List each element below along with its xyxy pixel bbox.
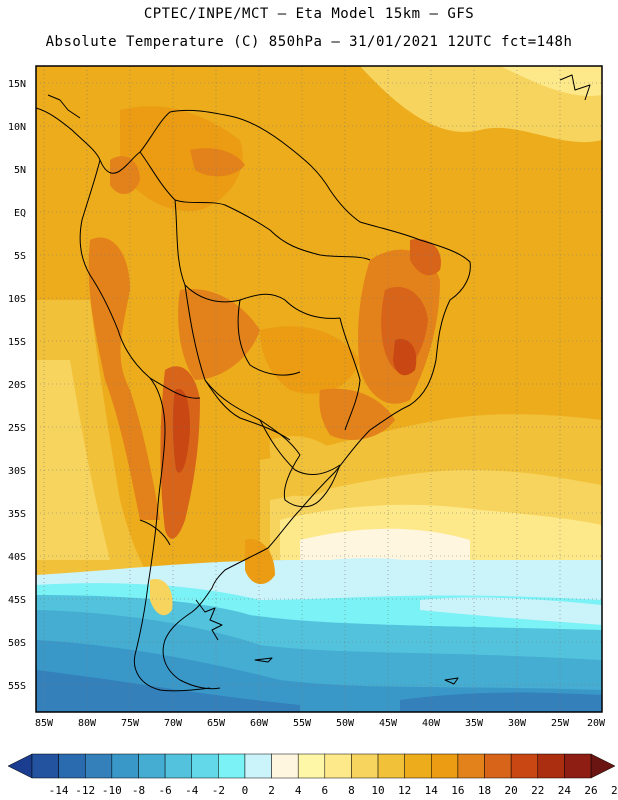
lat-label: 20S <box>8 380 26 391</box>
lon-label: 40W <box>422 718 441 729</box>
coastlines <box>36 74 591 692</box>
colorbar-cell <box>324 753 352 779</box>
colorbar-tick-label: 28 <box>611 784 618 797</box>
lat-label: 55S <box>8 681 26 692</box>
colorbar-cell <box>244 753 272 779</box>
longitude-labels: 85W 80W 75W 70W 65W 60W 55W 50W 45W 40W … <box>35 718 606 729</box>
colorbar-cell <box>58 753 86 779</box>
colorbar-cell <box>484 753 512 779</box>
colorbar-cell <box>271 753 299 779</box>
lon-label: 25W <box>551 718 570 729</box>
lon-label: 60W <box>250 718 269 729</box>
colorbar-cell <box>191 753 219 779</box>
lat-label: 10N <box>8 122 26 133</box>
colorbar-tick-label: 16 <box>451 784 464 797</box>
colorbar-tick-label: 14 <box>425 784 439 797</box>
lon-label: 75W <box>121 718 140 729</box>
colorbar-tick-label: 4 <box>295 784 302 797</box>
colorbar-arrow-right <box>590 753 616 779</box>
colorbar-tick-label: 18 <box>478 784 491 797</box>
lat-label: 50S <box>8 638 26 649</box>
lon-label: 70W <box>164 718 183 729</box>
lon-label: 45W <box>379 718 398 729</box>
colorbar-tick-label: 22 <box>531 784 544 797</box>
lon-label: 55W <box>293 718 312 729</box>
lon-label: 20W <box>587 718 606 729</box>
lat-label: 5S <box>14 251 26 262</box>
lon-label: 35W <box>465 718 484 729</box>
colorbar-tick-label: 0 <box>242 784 249 797</box>
colorbar-cell <box>31 753 59 779</box>
colorbar-cell <box>138 753 166 779</box>
colorbar-tick-label: 6 <box>321 784 328 797</box>
lat-label: 30S <box>8 466 26 477</box>
lat-label: 45S <box>8 595 26 606</box>
colorbar-cell <box>457 753 485 779</box>
colorbar-tick-label: 10 <box>371 784 384 797</box>
colorbar-cell <box>431 753 459 779</box>
colorbar-cell <box>404 753 432 779</box>
colorbar-tick-label: -12 <box>75 784 95 797</box>
map-frame <box>35 65 603 713</box>
colorbar-cell <box>564 753 592 779</box>
colorbar-tick-label: -10 <box>102 784 122 797</box>
colorbar-tick-label: -2 <box>212 784 225 797</box>
lat-label: 35S <box>8 509 26 520</box>
lat-label: 15N <box>8 79 26 90</box>
colorbar-tick-label: 12 <box>398 784 411 797</box>
colorbar-tick-label: 8 <box>348 784 355 797</box>
colorbar-cell <box>351 753 379 779</box>
lat-label: 25S <box>8 423 26 434</box>
colorbar-cell <box>297 753 326 779</box>
colorbar-cell <box>377 753 405 779</box>
colorbar-tick-label: 20 <box>505 784 518 797</box>
colorbar: -14 -12 -10 -8 -6 -4 -2 0 2 4 6 8 10 12 14 16 18 20 22 24 26… <box>7 753 618 797</box>
temperature-field <box>36 66 602 712</box>
colorbar-cell <box>111 753 139 779</box>
lon-label: 80W <box>78 718 97 729</box>
colorbar-tick-label: 24 <box>558 784 572 797</box>
colorbar-tick-label: 26 <box>584 784 597 797</box>
colorbar-cell <box>510 753 539 779</box>
title-line-1: CPTEC/INPE/MCT — Eta Model 15km — GFS <box>143 6 475 22</box>
lat-label: 5N <box>14 165 26 176</box>
lat-label: 40S <box>8 552 26 563</box>
lat-label: EQ <box>14 208 26 219</box>
colorbar-cell <box>218 753 246 779</box>
colorbar-tick-label: 2 <box>268 784 275 797</box>
colorbar-tick-label: -6 <box>158 784 171 797</box>
latitude-labels: 15N 10N 5N EQ 5S 10S 15S 20S 25S 30S 35S… <box>8 79 26 692</box>
lon-label: 30W <box>508 718 527 729</box>
colorbar-cell <box>164 753 192 779</box>
lon-label: 65W <box>207 718 226 729</box>
colorbar-arrow-left <box>7 753 33 779</box>
lon-label: 85W <box>35 718 54 729</box>
colorbar-cell <box>537 753 565 779</box>
title-line-2: Absolute Temperature (C) 850hPa — 31/01/… <box>45 34 573 50</box>
colorbar-tick-label: -4 <box>185 784 199 797</box>
colorbar-tick-label: -8 <box>132 784 145 797</box>
lon-label: 50W <box>336 718 355 729</box>
colorbar-cell <box>84 753 113 779</box>
lat-label: 15S <box>8 337 26 348</box>
lat-label: 10S <box>8 294 26 305</box>
colorbar-tick-label: -14 <box>49 784 69 797</box>
